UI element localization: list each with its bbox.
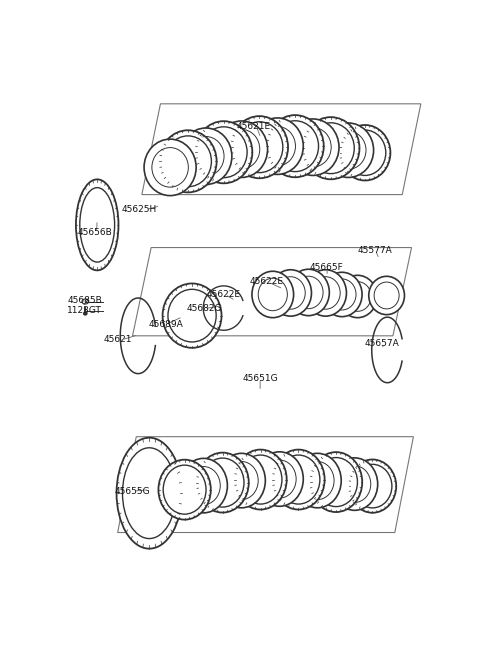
Ellipse shape (200, 127, 247, 178)
Ellipse shape (338, 275, 377, 318)
Ellipse shape (276, 276, 305, 309)
Ellipse shape (251, 118, 303, 174)
Ellipse shape (295, 128, 331, 167)
Ellipse shape (239, 455, 282, 504)
Ellipse shape (328, 279, 356, 310)
Ellipse shape (195, 121, 252, 183)
Ellipse shape (236, 122, 283, 173)
Ellipse shape (302, 117, 360, 179)
Ellipse shape (307, 122, 354, 174)
Ellipse shape (231, 116, 288, 178)
Text: 1123GT: 1123GT (67, 306, 102, 315)
Text: 45621E: 45621E (237, 122, 271, 131)
Ellipse shape (340, 125, 390, 181)
Text: 45577A: 45577A (358, 246, 392, 255)
Ellipse shape (168, 290, 216, 342)
Ellipse shape (117, 438, 182, 549)
Ellipse shape (263, 460, 296, 498)
Ellipse shape (314, 458, 358, 506)
Ellipse shape (187, 466, 220, 504)
Ellipse shape (301, 462, 334, 500)
Ellipse shape (152, 147, 188, 187)
Ellipse shape (344, 130, 386, 176)
Ellipse shape (180, 128, 232, 185)
Text: 45622E: 45622E (207, 290, 241, 299)
Ellipse shape (311, 276, 340, 309)
Ellipse shape (158, 460, 211, 519)
Ellipse shape (84, 312, 87, 315)
Ellipse shape (287, 119, 339, 176)
Ellipse shape (122, 448, 176, 538)
Ellipse shape (305, 270, 347, 316)
Ellipse shape (310, 452, 362, 512)
Ellipse shape (266, 115, 324, 178)
Ellipse shape (188, 136, 224, 176)
Text: 45689A: 45689A (148, 320, 183, 329)
Text: 45621: 45621 (104, 335, 132, 345)
Ellipse shape (256, 452, 303, 506)
Text: 45665F: 45665F (309, 263, 343, 272)
Ellipse shape (294, 276, 323, 309)
Ellipse shape (196, 453, 249, 513)
Text: 45656B: 45656B (78, 228, 113, 237)
Text: 45657A: 45657A (365, 339, 400, 348)
Text: 45655G: 45655G (115, 487, 151, 496)
Ellipse shape (374, 282, 399, 309)
Ellipse shape (234, 449, 287, 510)
Ellipse shape (369, 276, 405, 314)
Ellipse shape (258, 278, 288, 310)
Ellipse shape (144, 139, 196, 196)
Text: 45622E: 45622E (250, 277, 284, 286)
Ellipse shape (252, 271, 294, 318)
Text: 45625H: 45625H (121, 205, 156, 214)
Ellipse shape (294, 453, 341, 508)
Ellipse shape (218, 453, 265, 508)
Ellipse shape (272, 121, 319, 172)
Ellipse shape (216, 121, 267, 178)
Ellipse shape (288, 269, 329, 316)
Text: 45685B: 45685B (67, 296, 102, 305)
Ellipse shape (76, 179, 119, 271)
Ellipse shape (344, 282, 371, 311)
Ellipse shape (80, 187, 115, 262)
Ellipse shape (331, 131, 366, 169)
Ellipse shape (225, 462, 258, 500)
Ellipse shape (322, 272, 362, 316)
Ellipse shape (349, 460, 396, 513)
Ellipse shape (180, 458, 228, 513)
Text: 45682G: 45682G (186, 304, 222, 313)
Ellipse shape (338, 466, 371, 502)
Ellipse shape (272, 449, 324, 510)
Ellipse shape (270, 270, 312, 316)
Ellipse shape (163, 284, 222, 348)
Ellipse shape (259, 126, 296, 166)
Ellipse shape (223, 130, 260, 169)
Ellipse shape (159, 130, 216, 193)
Ellipse shape (277, 455, 320, 504)
Ellipse shape (353, 464, 392, 508)
Ellipse shape (332, 458, 378, 510)
Ellipse shape (323, 123, 373, 178)
Ellipse shape (201, 458, 244, 507)
Ellipse shape (165, 136, 211, 187)
Ellipse shape (163, 465, 206, 514)
Text: 45651G: 45651G (242, 374, 278, 383)
